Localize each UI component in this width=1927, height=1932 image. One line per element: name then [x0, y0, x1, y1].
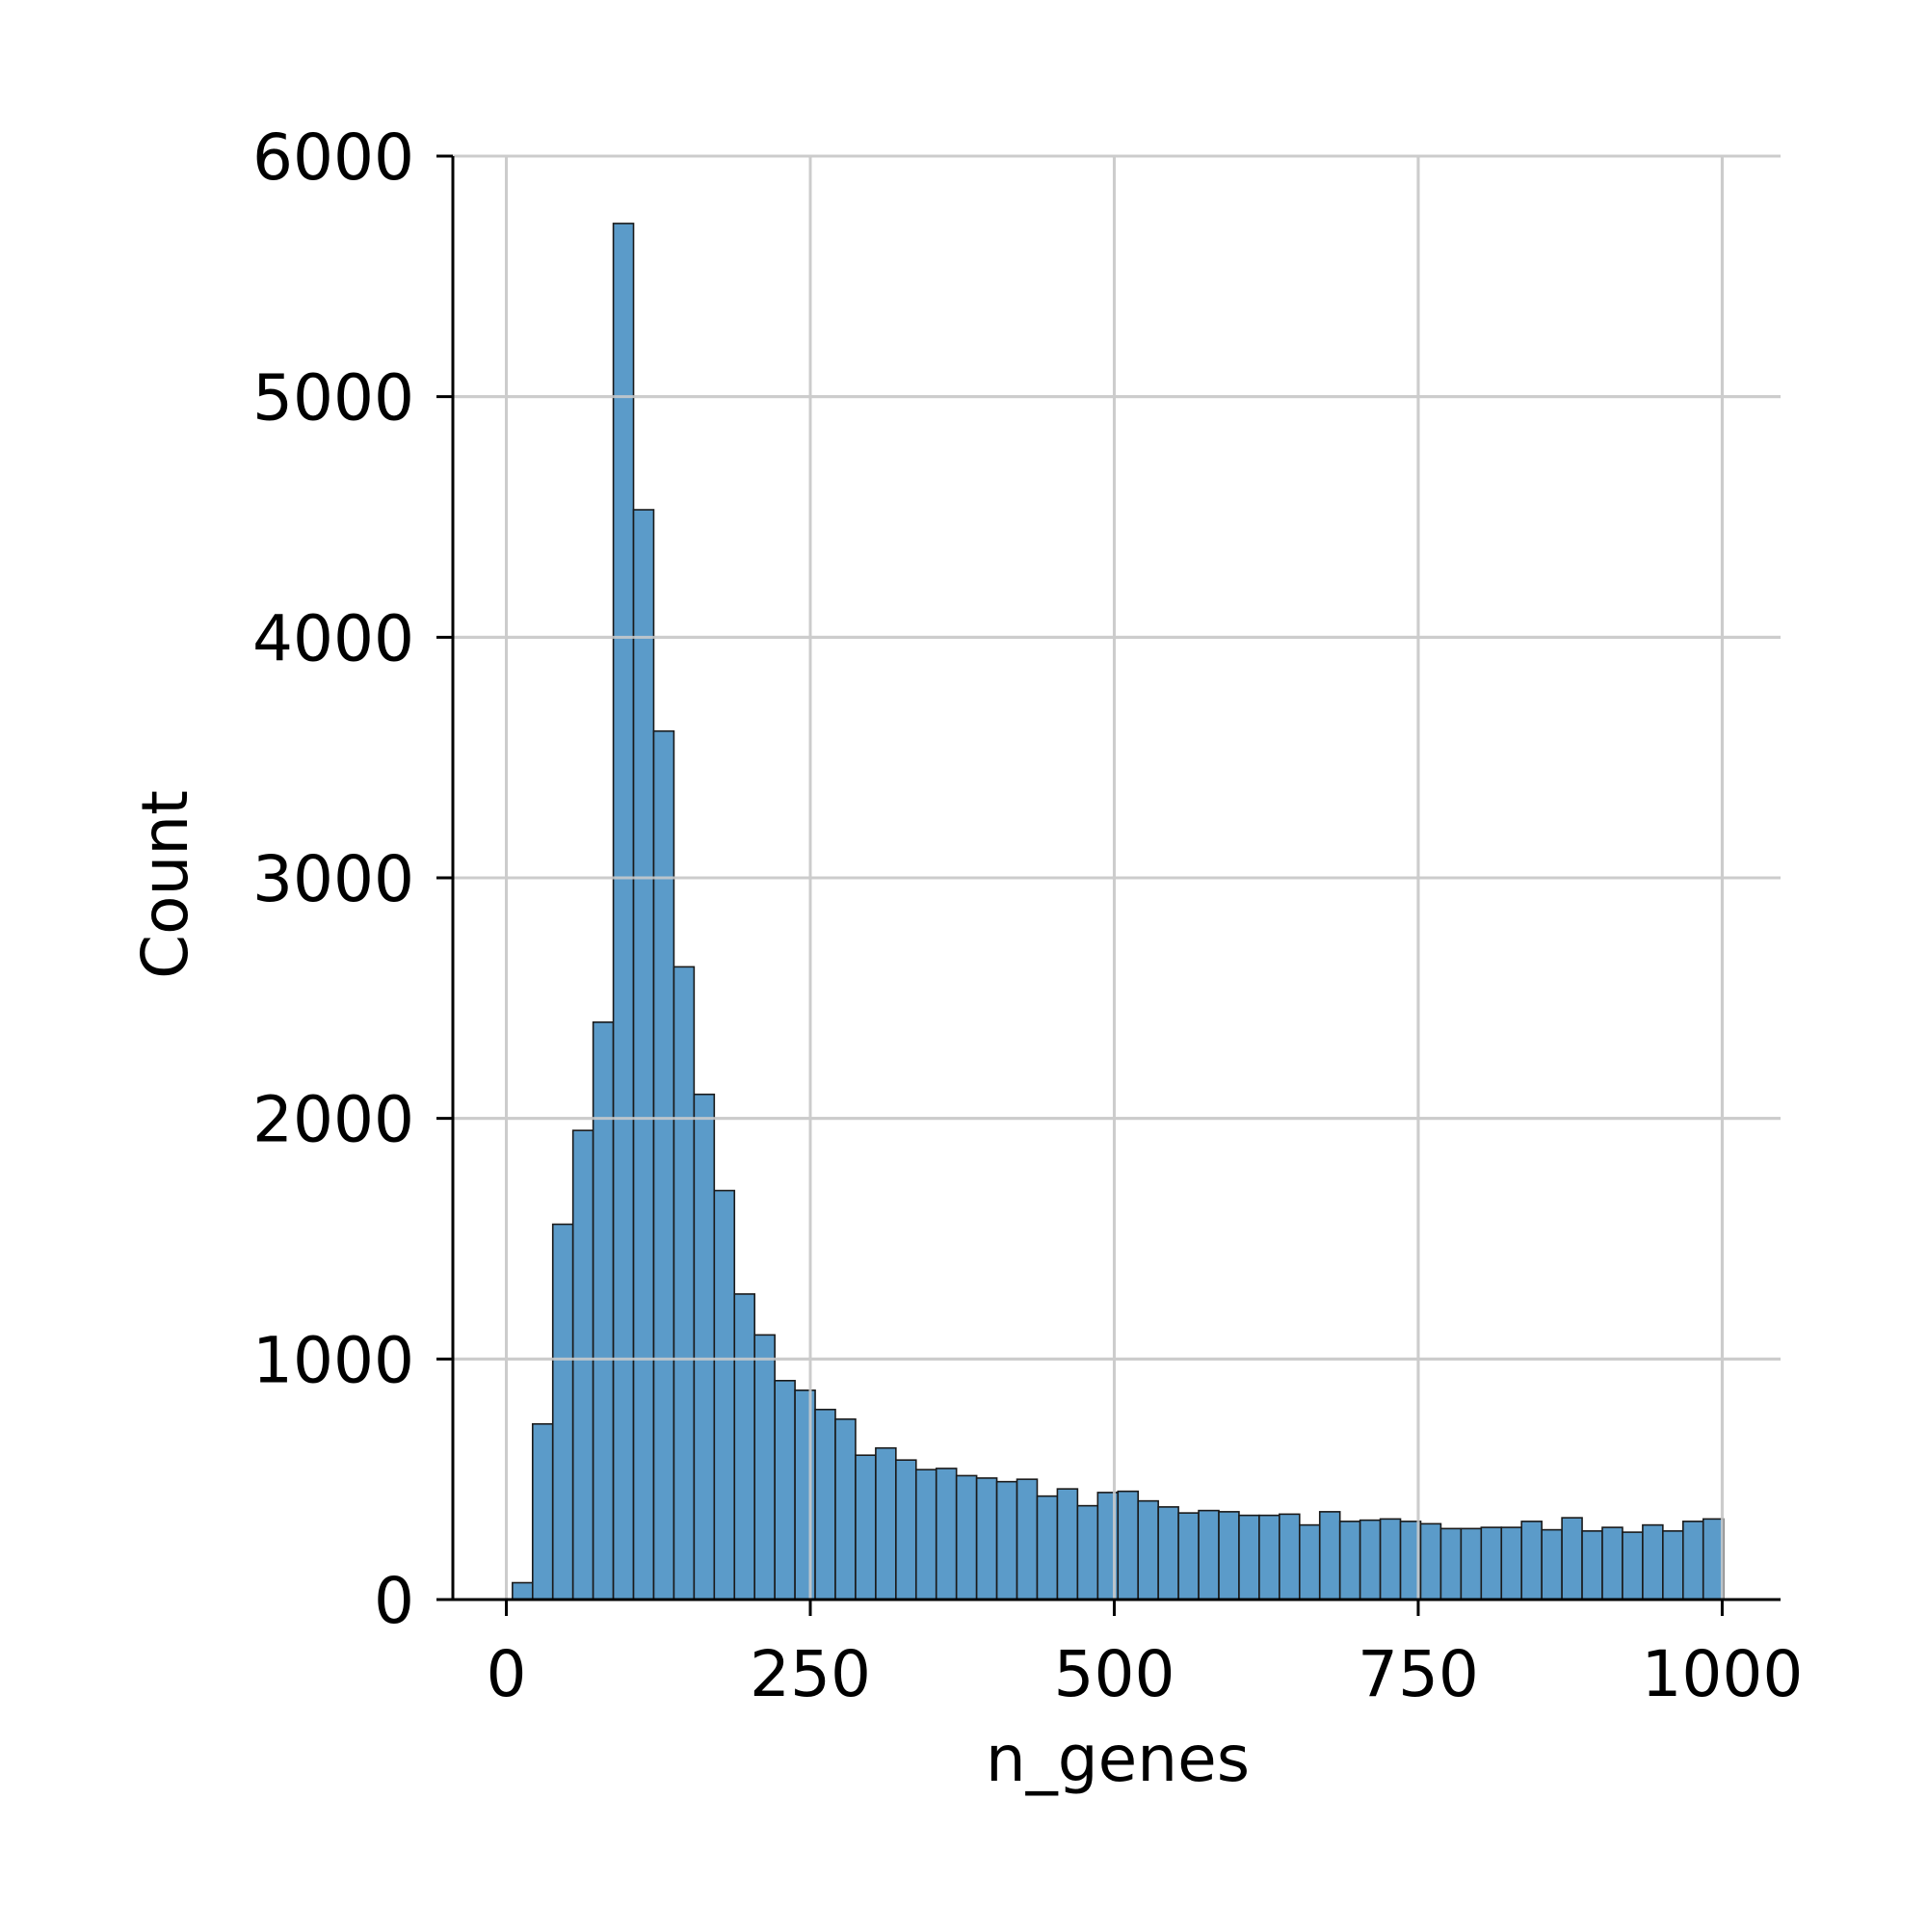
histogram-bar — [1016, 1478, 1039, 1601]
histogram-bar — [1460, 1527, 1483, 1601]
histogram-bar — [753, 1334, 776, 1601]
y-tick-label: 1000 — [252, 1323, 414, 1397]
histogram-bar — [652, 729, 675, 1601]
histogram-bar — [1218, 1511, 1240, 1601]
histogram-bar — [1298, 1523, 1321, 1601]
histogram-bar — [1198, 1509, 1220, 1601]
histogram-bar — [612, 223, 635, 1601]
histogram-bar — [673, 966, 696, 1601]
histogram-bar — [794, 1389, 816, 1601]
histogram-bar — [1541, 1528, 1563, 1601]
histogram-bar — [1520, 1521, 1543, 1601]
histogram-bar — [1561, 1517, 1583, 1601]
histogram-bar — [693, 1093, 716, 1601]
histogram-bar — [1137, 1499, 1159, 1601]
histogram-bar — [1480, 1526, 1503, 1601]
histogram-bar — [632, 509, 655, 1601]
histogram-bar — [1157, 1506, 1179, 1601]
histogram-bar — [1076, 1504, 1099, 1601]
x-axis-label: n_genes — [986, 1722, 1250, 1796]
histogram-bar — [551, 1223, 574, 1601]
histogram-bar — [834, 1417, 857, 1601]
histogram-bar — [1036, 1495, 1059, 1601]
histogram-bar — [1238, 1514, 1260, 1601]
histogram-bars — [453, 154, 1781, 1601]
x-tick-label: 250 — [750, 1637, 871, 1711]
histogram-bar — [774, 1380, 796, 1601]
y-tick-label: 3000 — [252, 842, 414, 916]
histogram-bar — [571, 1129, 594, 1601]
histogram-bar — [733, 1293, 756, 1601]
histogram-bar — [935, 1468, 958, 1601]
histogram-bar — [895, 1459, 917, 1601]
histogram-bar — [995, 1480, 1018, 1601]
x-tick-label: 750 — [1358, 1637, 1479, 1711]
histogram-bar — [1338, 1521, 1361, 1601]
histogram-bar — [1642, 1523, 1664, 1601]
histogram-bar — [975, 1477, 998, 1601]
histogram-bar — [531, 1422, 554, 1601]
tick-labels: 0 1000 2000 3000 4000 5000 6000 0 250 500 750 1000 — [252, 120, 1803, 1711]
histogram-bar — [592, 1021, 615, 1601]
histogram-bar — [1117, 1490, 1140, 1601]
histogram-bar — [1662, 1530, 1684, 1601]
histogram-bar — [512, 1581, 534, 1601]
y-tick-label: 2000 — [252, 1083, 414, 1157]
histogram-bar — [1056, 1488, 1079, 1601]
histogram-bar — [1379, 1518, 1402, 1601]
histogram-bar — [1439, 1527, 1463, 1601]
histogram-bar — [1622, 1531, 1644, 1601]
histogram-bar — [1279, 1513, 1301, 1601]
axes — [436, 154, 1781, 1616]
histogram-bar — [1681, 1521, 1704, 1601]
histogram-bar — [1601, 1526, 1623, 1601]
histogram-bar — [1318, 1511, 1341, 1601]
y-tick-label: 5000 — [252, 361, 414, 436]
x-tick-label: 1000 — [1641, 1637, 1803, 1711]
histogram-bar — [875, 1446, 897, 1601]
histogram-bar — [814, 1408, 836, 1601]
histogram-bar — [1581, 1530, 1603, 1601]
y-tick-label: 4000 — [252, 601, 414, 675]
histogram-bar — [914, 1469, 937, 1601]
histogram-bar — [1702, 1518, 1725, 1601]
x-tick-label: 500 — [1053, 1637, 1175, 1711]
histogram-bar — [955, 1474, 978, 1601]
y-tick-label: 6000 — [252, 120, 414, 195]
histogram-bar — [713, 1189, 736, 1601]
x-tick-label: 0 — [487, 1637, 527, 1711]
y-tick-label: 0 — [374, 1564, 414, 1638]
histogram-bar — [1359, 1519, 1382, 1601]
histogram-bar — [1500, 1526, 1523, 1601]
y-axis-label: Count — [128, 790, 202, 979]
grid-overlay — [453, 154, 1781, 1600]
histogram-bar — [1419, 1522, 1442, 1601]
histogram-bar — [1177, 1512, 1200, 1601]
histogram-bar — [855, 1454, 877, 1601]
histogram-bar — [1258, 1514, 1280, 1601]
